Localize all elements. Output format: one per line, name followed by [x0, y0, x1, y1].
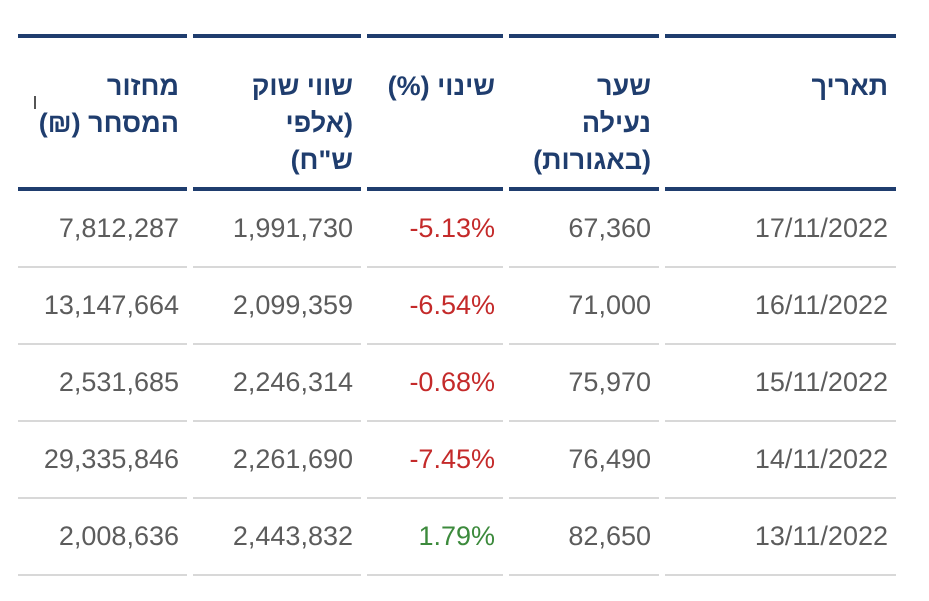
- cell-change: -5.13%: [367, 191, 503, 268]
- cell-change: 1.79%: [367, 499, 503, 576]
- cell-market-value: 1,991,730: [193, 191, 361, 268]
- cell-close-price: 71,000: [509, 268, 659, 345]
- cell-market-value: 2,246,314: [193, 345, 361, 422]
- cell-turnover: 13,147,664: [18, 268, 187, 345]
- cell-turnover: 29,335,846: [18, 422, 187, 499]
- cell-change: -7.45%: [367, 422, 503, 499]
- header-turnover[interactable]: מחזור המסחר (₪): [18, 34, 187, 191]
- cell-market-value: 2,261,690: [193, 422, 361, 499]
- column-edge-marker: [34, 96, 36, 109]
- cell-change: -6.54%: [367, 268, 503, 345]
- cell-close-price: 75,970: [509, 345, 659, 422]
- cell-turnover: 2,531,685: [18, 345, 187, 422]
- cell-change: -0.68%: [367, 345, 503, 422]
- cell-market-value: 2,099,359: [193, 268, 361, 345]
- cell-close-price: 82,650: [509, 499, 659, 576]
- header-close-price[interactable]: שער נעילה (באגורות): [509, 34, 659, 191]
- cell-date: 16/11/2022: [665, 268, 896, 345]
- table-row: 15/11/2022 75,970 -0.68% 2,246,314 2,531…: [18, 345, 896, 422]
- header-date[interactable]: תאריך: [665, 34, 896, 191]
- cell-date: 13/11/2022: [665, 499, 896, 576]
- header-change[interactable]: שינוי (%): [367, 34, 503, 191]
- cell-market-value: 2,443,832: [193, 499, 361, 576]
- trading-history-table: תאריך שער נעילה (באגורות) שינוי (%) שווי…: [12, 34, 902, 576]
- cell-date: 15/11/2022: [665, 345, 896, 422]
- table-header-row: תאריך שער נעילה (באגורות) שינוי (%) שווי…: [18, 34, 896, 191]
- cell-date: 14/11/2022: [665, 422, 896, 499]
- table-row: 16/11/2022 71,000 -6.54% 2,099,359 13,14…: [18, 268, 896, 345]
- table-row: 14/11/2022 76,490 -7.45% 2,261,690 29,33…: [18, 422, 896, 499]
- table-row: 13/11/2022 82,650 1.79% 2,443,832 2,008,…: [18, 499, 896, 576]
- cell-turnover: 7,812,287: [18, 191, 187, 268]
- cell-close-price: 67,360: [509, 191, 659, 268]
- cell-close-price: 76,490: [509, 422, 659, 499]
- header-market-value[interactable]: שווי שוק (אלפי ש"ח): [193, 34, 361, 191]
- table-row: 17/11/2022 67,360 -5.13% 1,991,730 7,812…: [18, 191, 896, 268]
- cell-turnover: 2,008,636: [18, 499, 187, 576]
- cell-date: 17/11/2022: [665, 191, 896, 268]
